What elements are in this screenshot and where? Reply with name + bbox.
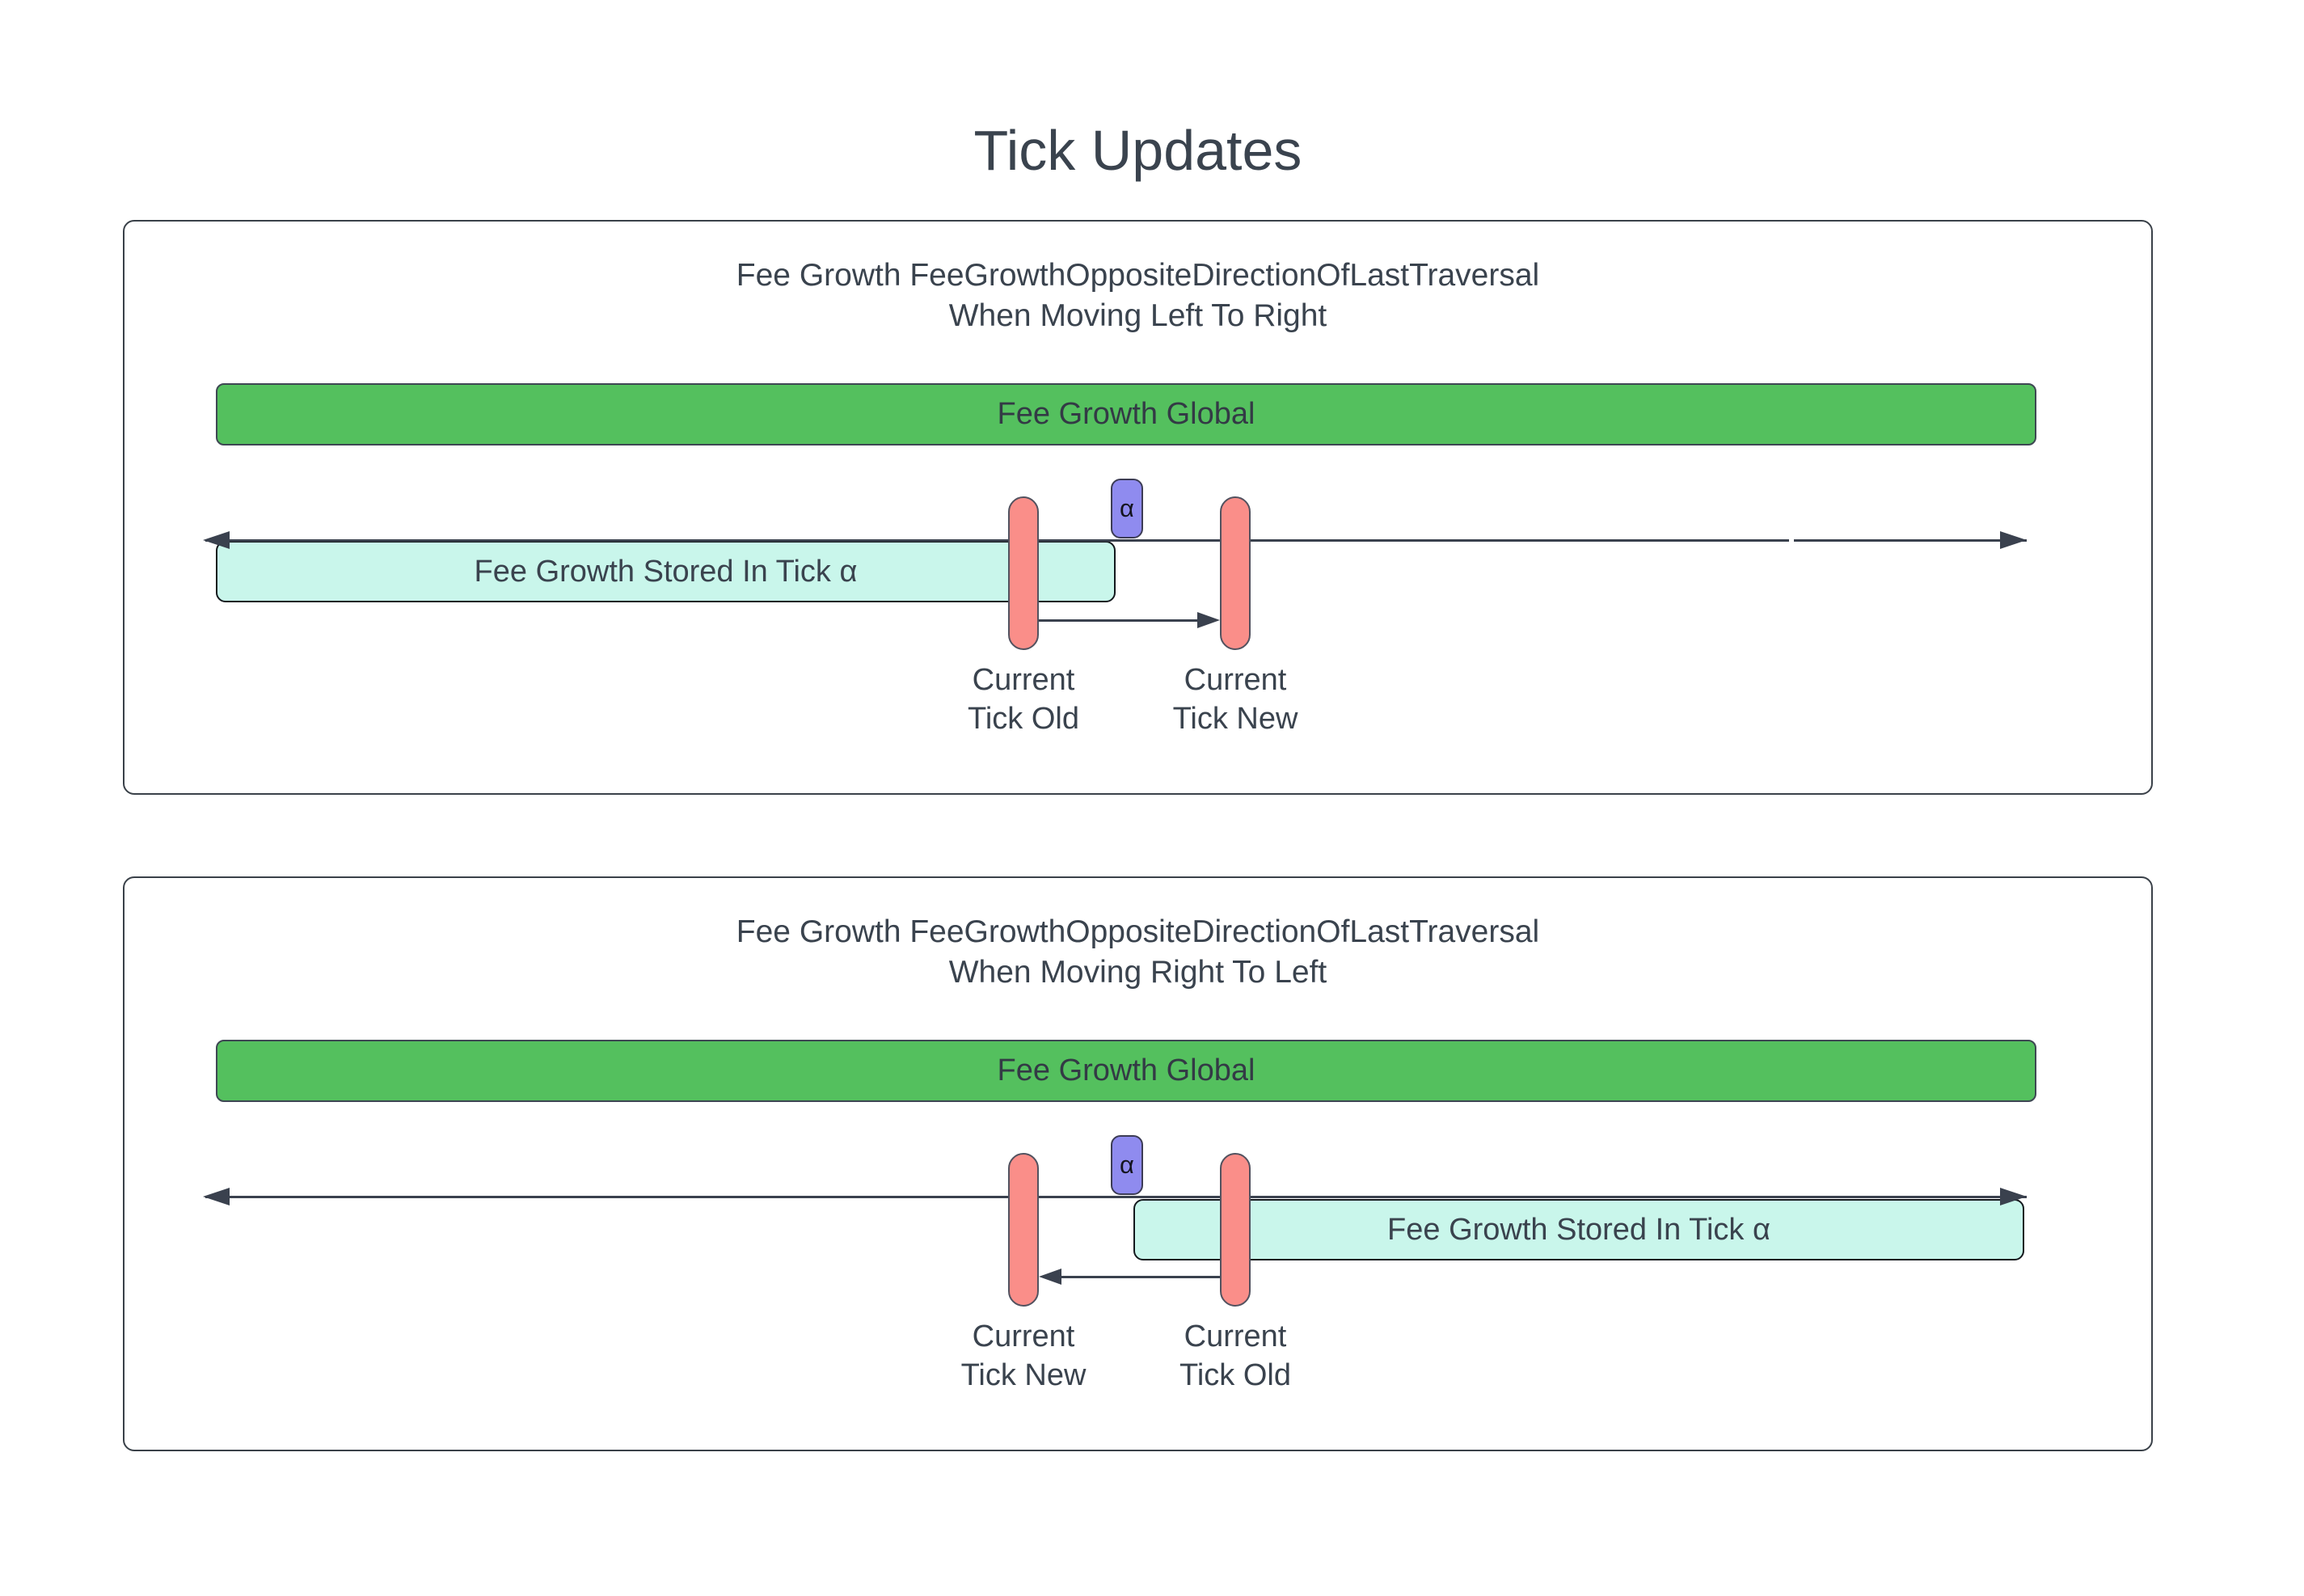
panel-heading-line2: When Moving Right To Left [948,955,1327,990]
alpha-tick-marker: α [1111,1135,1143,1195]
panel-heading-line1: Fee Growth FeeGrowthOppositeDirectionOfL… [736,258,1540,293]
fee-growth-global-label: Fee Growth Global [997,397,1255,431]
axis-line-gap [1789,538,1794,543]
alpha-label: α [1120,1151,1134,1179]
panel-right-to-left: Fee Growth FeeGrowthOppositeDirectionOfL… [123,876,2153,1451]
axis-arrow-right-icon [2000,1188,2027,1205]
axis-arrow-right-icon [2000,531,2027,549]
alpha-tick-marker: α [1111,479,1143,538]
fee-growth-global-bar: Fee Growth Global [216,383,2036,445]
axis-arrow-left-icon [203,1188,230,1205]
right-tick-label-line1: Current [1184,663,1287,697]
panel-heading-line1: Fee Growth FeeGrowthOppositeDirectionOfL… [736,914,1540,949]
right-tick-label-line2: Tick Old [1179,1358,1291,1392]
tick-move-arrowhead-icon [1039,1269,1061,1285]
fee-growth-global-label: Fee Growth Global [997,1053,1255,1087]
current-tick-old-bar [1008,496,1039,650]
tick-move-arrow-line [1060,1276,1220,1278]
right-tick-label-line2: Tick New [1172,702,1298,736]
page-title: Tick Updates [973,119,1302,182]
current-tick-new-bar [1220,496,1251,650]
fee-growth-global-bar: Fee Growth Global [216,1040,2036,1102]
panel-heading-line2: When Moving Left To Right [948,298,1327,333]
fee-growth-stored-label: Fee Growth Stored In Tick α [1387,1212,1770,1247]
price-axis-line [205,539,2027,542]
panel-left-to-right: Fee Growth FeeGrowthOppositeDirectionOfL… [123,220,2153,795]
fee-growth-stored-bar: Fee Growth Stored In Tick α [216,541,1116,602]
left-tick-label-line1: Current [972,663,1075,697]
right-tick-label: Current Tick New [1090,661,1381,738]
current-tick-old-bar [1220,1153,1251,1307]
left-tick-label: Current Tick Old [878,661,1169,738]
price-axis-line [205,1196,2027,1198]
right-tick-label-line1: Current [1184,1319,1287,1353]
left-tick-label: Current Tick New [878,1317,1169,1395]
left-tick-label-line2: Tick Old [968,702,1079,736]
alpha-label: α [1120,494,1134,522]
tick-move-arrow-line [1039,619,1199,622]
current-tick-new-bar [1008,1153,1039,1307]
left-tick-label-line1: Current [972,1319,1075,1353]
tick-move-arrowhead-icon [1197,612,1220,628]
fee-growth-stored-bar: Fee Growth Stored In Tick α [1133,1199,2024,1260]
fee-growth-stored-label: Fee Growth Stored In Tick α [474,554,858,589]
left-tick-label-line2: Tick New [960,1358,1087,1392]
axis-arrow-left-icon [203,531,230,549]
right-tick-label: Current Tick Old [1090,1317,1381,1395]
